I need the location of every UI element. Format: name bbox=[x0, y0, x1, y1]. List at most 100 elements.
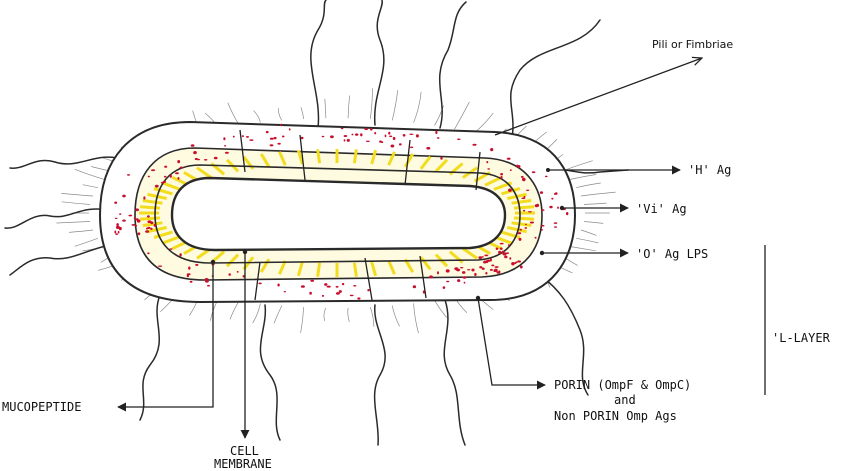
capsule-dot bbox=[534, 204, 539, 208]
lps-hatch-line bbox=[370, 149, 378, 165]
pilus bbox=[300, 107, 305, 119]
pilus bbox=[74, 237, 99, 247]
capsule-dot bbox=[467, 269, 471, 271]
capsule-dot bbox=[511, 262, 515, 266]
capsule-dot bbox=[494, 266, 499, 268]
label-and: and bbox=[614, 393, 636, 407]
capsule-dot bbox=[457, 138, 461, 141]
flagellum bbox=[139, 294, 161, 421]
capsule-dot bbox=[349, 294, 354, 297]
pilus bbox=[347, 307, 350, 323]
capsule-dot bbox=[481, 256, 484, 258]
lps-hatch-line bbox=[511, 199, 532, 205]
capsule-dot bbox=[523, 209, 526, 212]
capsule-dot bbox=[116, 223, 119, 227]
lps-hatch-line bbox=[142, 199, 163, 205]
capsule-dot bbox=[553, 222, 558, 224]
capsule-dot bbox=[517, 260, 521, 263]
lps-hatch-line bbox=[225, 253, 240, 268]
capsule-dot bbox=[415, 134, 419, 138]
capsule-dot bbox=[114, 230, 117, 234]
capsule-dot bbox=[122, 219, 126, 222]
pilus bbox=[369, 88, 373, 119]
capsule-dot bbox=[360, 133, 363, 137]
capsule-dot bbox=[335, 292, 340, 295]
capsule-dot bbox=[146, 227, 148, 230]
capsule-dot bbox=[442, 286, 446, 289]
capsule-dot bbox=[281, 135, 285, 138]
capsule-dot bbox=[189, 280, 193, 283]
capsule-dot bbox=[203, 159, 208, 161]
lps-hatch-line bbox=[511, 221, 532, 227]
capsule-dot bbox=[508, 188, 512, 192]
flagellum bbox=[438, 1, 467, 129]
capsule-dot bbox=[409, 133, 414, 135]
outer-membrane bbox=[154, 164, 521, 264]
capsule-dot bbox=[527, 211, 532, 213]
pilus bbox=[69, 229, 94, 233]
capsule-dot bbox=[481, 267, 485, 270]
lps-hatch-line bbox=[387, 151, 396, 166]
lps-hatch-line bbox=[352, 262, 358, 277]
capsule-dot bbox=[490, 148, 494, 152]
capsule-dot bbox=[412, 285, 417, 289]
capsule-dot bbox=[522, 177, 526, 182]
capsule-dot bbox=[355, 133, 359, 136]
capsule-dot bbox=[409, 146, 414, 149]
capsule-dot bbox=[114, 201, 118, 204]
lps-hatch-line bbox=[403, 153, 415, 168]
capsule-dot bbox=[145, 230, 150, 233]
capsule-dot bbox=[494, 268, 498, 272]
capsule-dot bbox=[509, 257, 512, 260]
capsule-dot bbox=[357, 297, 361, 300]
capsule-dot bbox=[485, 260, 489, 264]
capsule-dot bbox=[435, 130, 438, 135]
capsule-dot bbox=[265, 130, 269, 134]
pilus bbox=[323, 307, 327, 322]
capsule-dot bbox=[179, 166, 183, 169]
capsule-dot bbox=[514, 262, 517, 265]
capsule-dot bbox=[517, 232, 522, 235]
capsule-dot bbox=[135, 218, 139, 221]
capsule-red-dots bbox=[114, 123, 569, 300]
capsule-dot bbox=[498, 270, 501, 274]
capsule-dot bbox=[309, 291, 312, 295]
lps-hatch-line bbox=[196, 166, 212, 179]
capsule-dot bbox=[499, 247, 503, 250]
capsule-dot bbox=[163, 175, 167, 178]
capsule-dot bbox=[526, 189, 530, 191]
capsule-dot bbox=[489, 258, 492, 262]
capsule-dot bbox=[499, 242, 504, 245]
capsule-dot bbox=[491, 264, 495, 267]
label-l-layer: 'L-LAYER bbox=[772, 331, 831, 345]
pilus bbox=[576, 182, 601, 189]
pilus bbox=[56, 221, 91, 224]
lps-hatch-line bbox=[139, 216, 161, 221]
capsule-dot bbox=[426, 146, 431, 150]
capsule-dot bbox=[525, 223, 527, 226]
capsule-dot bbox=[224, 145, 227, 147]
capsule-dot bbox=[150, 227, 153, 230]
lps-hatch-line bbox=[161, 181, 181, 191]
label-vi-antigen: 'Vi' Ag bbox=[636, 202, 687, 216]
capsule-dot bbox=[495, 247, 499, 250]
pilus bbox=[576, 237, 599, 244]
capsule-dot bbox=[544, 175, 548, 178]
label-pili: Pili or Fimbriae bbox=[652, 38, 733, 51]
pilus bbox=[82, 184, 98, 189]
capsule-dot bbox=[169, 248, 173, 250]
flagellum bbox=[373, 0, 385, 126]
capsule-dot bbox=[540, 228, 543, 231]
lps-hatch-line bbox=[296, 149, 304, 165]
capsule-dot bbox=[179, 253, 182, 257]
capsule-dot bbox=[516, 164, 519, 168]
capsule-dot bbox=[379, 140, 383, 143]
capsule-dot bbox=[137, 232, 141, 236]
lps-hatch-line bbox=[142, 221, 163, 227]
capsule-dot bbox=[474, 272, 477, 277]
capsule-dot bbox=[539, 191, 544, 194]
capsule-dot bbox=[446, 280, 450, 283]
lps-hatch-line bbox=[419, 256, 432, 271]
capsule-dot bbox=[280, 123, 283, 127]
